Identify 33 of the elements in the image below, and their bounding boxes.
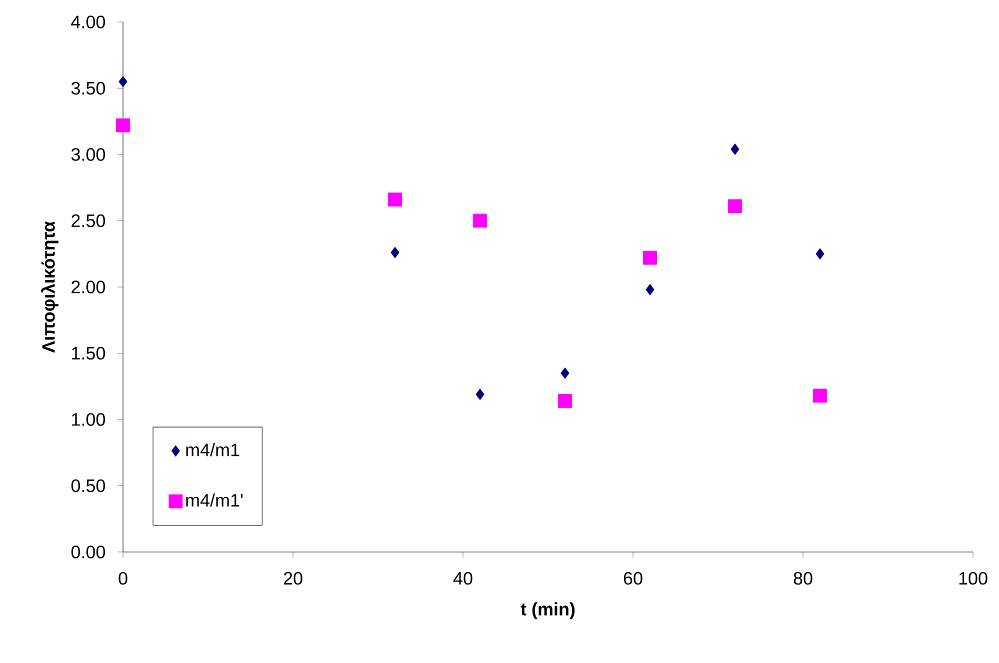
y-axis-title: Λιποφιλικότητα (41, 221, 58, 353)
x-tick-label: 80 (794, 572, 812, 585)
point (116, 118, 130, 132)
x-tick-label: 40 (453, 572, 472, 585)
y-tick-label: 3.00 (71, 148, 106, 161)
point (728, 199, 742, 214)
point (388, 192, 402, 206)
y-tick-label: 4.00 (71, 16, 106, 28)
point (730, 144, 740, 155)
x-tick-label: 100 (959, 572, 988, 585)
point (646, 284, 654, 296)
point (473, 214, 487, 228)
legend-label: m4/m1 (186, 443, 240, 456)
point (643, 250, 657, 265)
x-axis-title: t (min) (520, 602, 575, 620)
x-tick-label: 0 (118, 572, 128, 585)
y-tick-label: 0.50 (71, 479, 106, 492)
y-tick-label: 2.00 (72, 280, 106, 294)
point (118, 76, 128, 88)
point (476, 388, 484, 400)
point (558, 394, 572, 408)
y-tick-label: 0.00 (71, 546, 106, 558)
point (390, 246, 400, 258)
x-tick-label: 20 (284, 572, 302, 585)
legend-label: m4/m1' (186, 493, 243, 507)
x-tick-label: 60 (624, 572, 642, 585)
y-tick-label: 1.00 (72, 413, 106, 426)
point (816, 248, 824, 260)
y-tick-label: 2.50 (72, 214, 106, 228)
point (813, 388, 827, 403)
point (560, 368, 570, 379)
y-tick-label: 3.50 (71, 82, 106, 95)
y-tick-label: 1.50 (72, 346, 106, 360)
